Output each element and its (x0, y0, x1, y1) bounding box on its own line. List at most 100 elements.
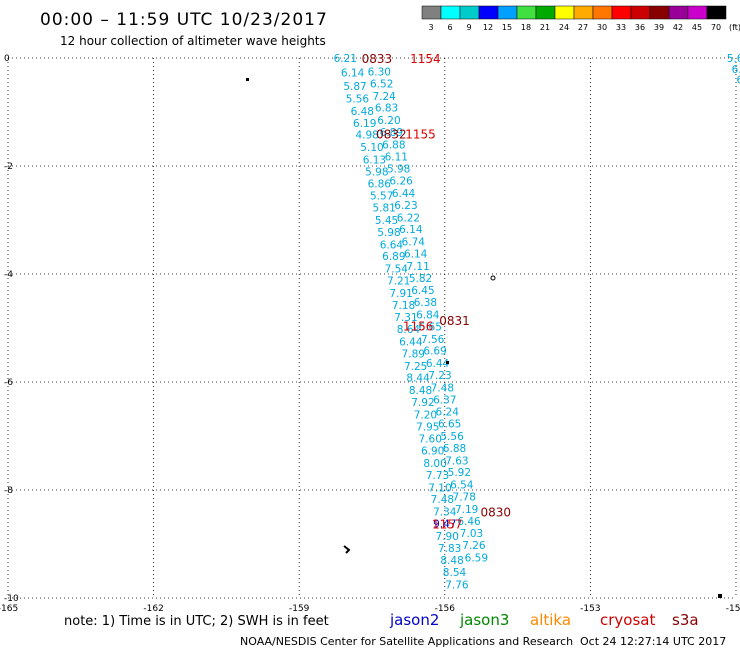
wave-height-value: 7.48 (431, 382, 454, 394)
wave-height-value: 5.81 (372, 203, 395, 215)
wave-height-value: 6.69 (423, 346, 446, 358)
wave-height-value: 6.88 (443, 443, 466, 455)
legend-label: 3 (428, 23, 433, 32)
y-tick-label: 0 (4, 54, 10, 64)
y-tick-label: -4 (4, 270, 13, 280)
wave-height-value: 7.89 (402, 348, 425, 360)
wave-height-value: 6.13 (363, 155, 386, 167)
satellite-name: jason3 (459, 611, 509, 629)
wave-height-value: 7.23 (428, 370, 451, 382)
wave-height-value: 5.98 (387, 164, 410, 176)
legend-swatch (630, 5, 651, 20)
wave-height-value: 8.48 (440, 555, 463, 567)
wave-height-value: 7.10 (428, 482, 451, 494)
data-points: 6.216.145.875.566.486.194.985.106.135.98… (334, 53, 740, 592)
wave-height-value: 7.25 (404, 361, 427, 373)
wave-height-value: 7.54 (385, 264, 409, 276)
wave-height-value: 9.47 (433, 518, 456, 530)
wave-height-value: 8.44 (406, 373, 430, 385)
wave-height-value: 7.11 (406, 261, 429, 273)
wave-height-value: 6.86 (368, 178, 392, 190)
x-tick-label: -150 (726, 604, 740, 614)
legend-swatch (497, 5, 518, 20)
wave-height-value: 7.18 (392, 300, 415, 312)
wave-height-value: 7.21 (387, 275, 410, 287)
satellite-name: jason2 (389, 611, 439, 629)
wave-height-value: 5.56 (346, 94, 370, 106)
y-tick-label: -6 (4, 378, 13, 388)
wave-height-value: 7.31 (394, 312, 417, 324)
satellite-name: s3a (672, 611, 699, 629)
satellite-legend: jason2 jason3 altika cryosat s3a (389, 611, 699, 629)
wave-height-value: 6.19 (353, 118, 376, 130)
wave-height-value: 6.14 (341, 68, 365, 80)
wave-height-value: 7.60 (419, 434, 442, 446)
wave-height-value: 6.48 (351, 106, 374, 118)
wave-height-value: 6.83 (375, 103, 398, 115)
wave-height-value: 6.90 (421, 446, 444, 458)
pass-time-label: 0830 (480, 506, 511, 520)
pass-time-label: 1154 (410, 52, 441, 66)
footnote: note: 1) Time is in UTC; 2) SWH is in fe… (64, 614, 329, 629)
x-tick-label: -165 (0, 604, 18, 614)
legend-label: 39 (654, 23, 664, 32)
wave-height-value: 6.30 (368, 67, 391, 79)
wave-height-value: 6.14 (399, 224, 423, 236)
legend-swatch (687, 5, 708, 20)
wave-height-value: 8.48 (409, 385, 432, 397)
wave-height-value: 6.45 (411, 285, 434, 297)
legend-label: 27 (578, 23, 588, 32)
legend-label: 6 (447, 23, 452, 32)
wave-height-value: 7.83 (438, 543, 461, 555)
wave-height-value: 5.82 (409, 273, 432, 285)
wave-height-value: 7.78 (453, 491, 476, 503)
wave-height-value: 7.92 (411, 397, 434, 409)
wave-height-value: 6.44 (392, 188, 416, 200)
wave-height-value: 7.63 (445, 455, 468, 467)
legend-swatch (649, 5, 670, 20)
wave-height-value: 6.14 (404, 248, 428, 260)
legend-swatch (668, 5, 689, 20)
legend-label: 42 (673, 23, 683, 32)
wave-height-value: 4.98 (355, 130, 378, 142)
legend-label: 21 (540, 23, 550, 32)
wave-height-value: 7.90 (436, 531, 459, 543)
wave-height-value: 5.98 (377, 227, 400, 239)
legend-label: 36 (635, 23, 645, 32)
legend-label: 70 (711, 23, 721, 32)
wave-height-value: 8.00 (423, 458, 446, 470)
legend-label: 18 (521, 23, 531, 32)
x-tick-label: -162 (143, 604, 163, 614)
legend-swatch (516, 5, 537, 20)
wave-height-value: 6.89 (382, 251, 405, 263)
legend-label: (ft) (729, 23, 740, 32)
legend-label: 15 (502, 23, 512, 32)
wave-height-value: 8.54 (443, 567, 467, 579)
legend-label: 33 (616, 23, 626, 32)
wave-height-value: 7.48 (431, 494, 454, 506)
x-tick-label: -159 (289, 604, 310, 614)
wave-height-value: 6.22 (397, 212, 420, 224)
pass-time-label: 1155 (405, 128, 436, 142)
chart-title: 00:00 – 11:59 UTC 10/23/2017 (40, 10, 328, 30)
wave-height-value: 6.44 (399, 337, 423, 349)
wave-height-value: 6.74 (402, 237, 426, 249)
legend-swatch (535, 5, 556, 20)
legend-label: 30 (597, 23, 607, 32)
stray-dots (246, 78, 722, 598)
y-tick-label: -8 (4, 486, 13, 496)
grid-lines (7, 57, 737, 599)
pass-time-label: 0833 (362, 52, 393, 66)
x-tick-label: -156 (435, 604, 456, 614)
wave-height-value: 6.52 (370, 78, 393, 90)
legend-swatch (573, 5, 594, 20)
legend-label: 12 (483, 23, 493, 32)
pass-time-label: 1156 (403, 319, 434, 333)
wave-height-value: 7.26 (462, 540, 486, 552)
wave-height-value: 5.98 (365, 166, 388, 178)
wave-height-value: 5.92 (448, 467, 471, 479)
wave-height-value: 6.44 (426, 358, 450, 370)
y-tick-label: -2 (4, 162, 13, 172)
